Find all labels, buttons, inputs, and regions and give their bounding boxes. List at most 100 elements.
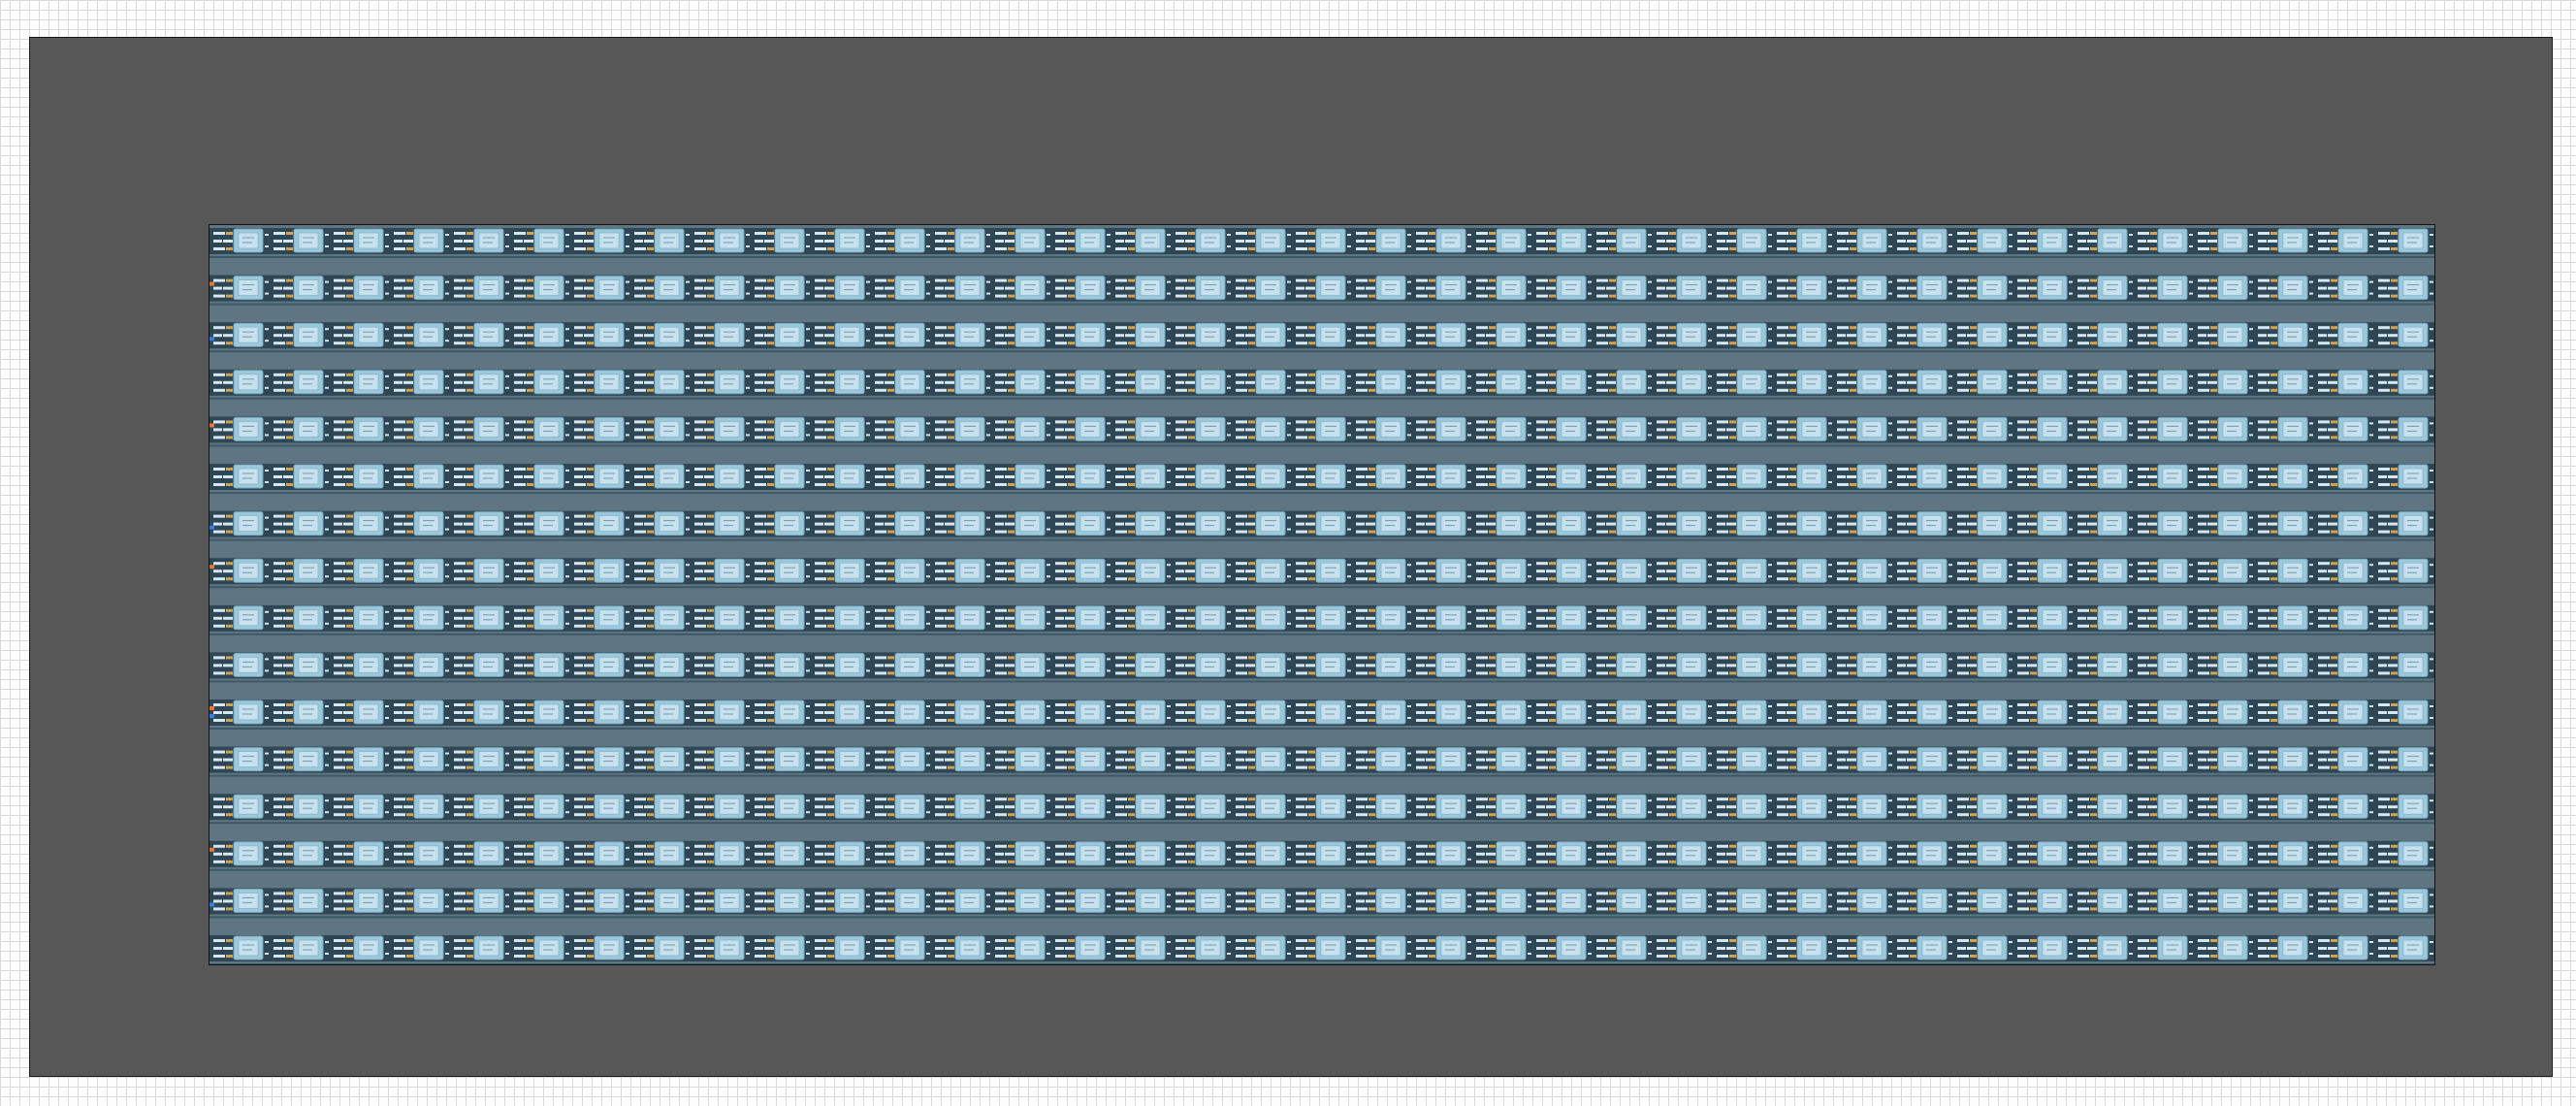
- chip-module-icon[interactable]: [2077, 558, 2133, 583]
- chip-module-icon[interactable]: [1055, 322, 1111, 347]
- chip-module-icon[interactable]: [2318, 605, 2373, 631]
- chip-module-icon[interactable]: [1717, 322, 1772, 347]
- chip-module-icon[interactable]: [213, 511, 269, 537]
- chip-module-icon[interactable]: [1175, 416, 1231, 441]
- chip-module-icon[interactable]: [755, 370, 810, 395]
- chip-module-icon[interactable]: [2198, 276, 2253, 301]
- chip-module-icon[interactable]: [514, 228, 569, 253]
- chip-module-icon[interactable]: [694, 322, 750, 347]
- chip-module-icon[interactable]: [574, 558, 629, 583]
- chip-module-icon[interactable]: [514, 511, 569, 537]
- chip-module-icon[interactable]: [755, 511, 810, 537]
- chip-module-icon[interactable]: [2077, 228, 2133, 253]
- chip-module-icon[interactable]: [2318, 228, 2373, 253]
- chip-module-icon[interactable]: [875, 370, 930, 395]
- chip-module-icon[interactable]: [1777, 416, 1832, 441]
- chip-module-icon[interactable]: [1296, 511, 1351, 537]
- chip-module-icon[interactable]: [755, 464, 810, 489]
- chip-module-icon[interactable]: [815, 699, 870, 725]
- chip-module-icon[interactable]: [1536, 511, 1592, 537]
- chip-module-icon[interactable]: [815, 416, 870, 441]
- chip-module-icon[interactable]: [634, 605, 690, 631]
- chip-module-icon[interactable]: [1657, 276, 1712, 301]
- chip-module-icon[interactable]: [274, 322, 329, 347]
- chip-module-icon[interactable]: [574, 652, 629, 677]
- chip-module-icon[interactable]: [1416, 652, 1471, 677]
- chip-module-icon[interactable]: [1055, 558, 1111, 583]
- chip-module-icon[interactable]: [1777, 605, 1832, 631]
- chip-module-icon[interactable]: [1957, 605, 2012, 631]
- chip-module-icon[interactable]: [1356, 558, 1411, 583]
- chip-module-icon[interactable]: [634, 699, 690, 725]
- chip-module-icon[interactable]: [815, 464, 870, 489]
- chip-module-icon[interactable]: [1717, 276, 1772, 301]
- chip-module-icon[interactable]: [875, 416, 930, 441]
- chip-module-icon[interactable]: [1236, 605, 1291, 631]
- chip-module-icon[interactable]: [394, 370, 449, 395]
- chip-module-icon[interactable]: [1596, 558, 1652, 583]
- chip-module-icon[interactable]: [815, 370, 870, 395]
- chip-module-icon[interactable]: [514, 322, 569, 347]
- chip-module-icon[interactable]: [1596, 416, 1652, 441]
- chip-module-icon[interactable]: [2198, 511, 2253, 537]
- chip-module-icon[interactable]: [2318, 416, 2373, 441]
- chip-module-icon[interactable]: [755, 605, 810, 631]
- chip-module-icon[interactable]: [213, 322, 269, 347]
- chip-module-icon[interactable]: [1175, 322, 1231, 347]
- chip-module-icon[interactable]: [935, 276, 990, 301]
- chip-module-icon[interactable]: [1175, 605, 1231, 631]
- chip-module-icon[interactable]: [995, 511, 1050, 537]
- chip-module-icon[interactable]: [935, 416, 990, 441]
- chip-module-icon[interactable]: [1115, 652, 1171, 677]
- chip-module-icon[interactable]: [1055, 652, 1111, 677]
- chip-module-icon[interactable]: [1777, 276, 1832, 301]
- chip-module-icon[interactable]: [2378, 228, 2433, 253]
- chip-module-icon[interactable]: [1296, 416, 1351, 441]
- chip-module-icon[interactable]: [1957, 416, 2012, 441]
- chip-module-icon[interactable]: [1236, 228, 1291, 253]
- chip-module-icon[interactable]: [2138, 322, 2193, 347]
- chip-module-icon[interactable]: [2198, 370, 2253, 395]
- chip-module-icon[interactable]: [755, 416, 810, 441]
- chip-module-icon[interactable]: [2318, 322, 2373, 347]
- chip-module-icon[interactable]: [875, 558, 930, 583]
- circuit-board[interactable]: [209, 224, 2435, 965]
- chip-module-icon[interactable]: [2378, 464, 2433, 489]
- chip-module-icon[interactable]: [2198, 605, 2253, 631]
- chip-module-icon[interactable]: [1115, 416, 1171, 441]
- chip-module-icon[interactable]: [2017, 370, 2073, 395]
- chip-module-icon[interactable]: [1476, 464, 1531, 489]
- chip-module-icon[interactable]: [995, 370, 1050, 395]
- chip-module-icon[interactable]: [1536, 558, 1592, 583]
- chip-module-icon[interactable]: [935, 464, 990, 489]
- chip-module-icon[interactable]: [394, 464, 449, 489]
- chip-module-icon[interactable]: [1055, 605, 1111, 631]
- chip-module-icon[interactable]: [574, 276, 629, 301]
- chip-module-icon[interactable]: [634, 228, 690, 253]
- chip-module-icon[interactable]: [1175, 652, 1231, 677]
- chip-module-icon[interactable]: [2258, 652, 2313, 677]
- chip-module-icon[interactable]: [1175, 511, 1231, 537]
- chip-module-icon[interactable]: [694, 370, 750, 395]
- chip-module-icon[interactable]: [875, 699, 930, 725]
- chip-module-icon[interactable]: [394, 511, 449, 537]
- chip-module-icon[interactable]: [334, 276, 389, 301]
- chip-module-icon[interactable]: [875, 464, 930, 489]
- chip-module-icon[interactable]: [454, 370, 509, 395]
- chip-module-icon[interactable]: [1897, 276, 1952, 301]
- chip-module-icon[interactable]: [1416, 511, 1471, 537]
- chip-module-icon[interactable]: [2077, 605, 2133, 631]
- chip-module-icon[interactable]: [694, 511, 750, 537]
- chip-module-icon[interactable]: [815, 276, 870, 301]
- chip-module-icon[interactable]: [1236, 652, 1291, 677]
- chip-module-icon[interactable]: [995, 464, 1050, 489]
- chip-module-icon[interactable]: [1837, 370, 1892, 395]
- chip-module-icon[interactable]: [1777, 558, 1832, 583]
- chip-module-icon[interactable]: [1717, 416, 1772, 441]
- chip-module-icon[interactable]: [1717, 558, 1772, 583]
- chip-module-icon[interactable]: [1837, 416, 1892, 441]
- chip-module-icon[interactable]: [1536, 370, 1592, 395]
- chip-module-icon[interactable]: [1657, 322, 1712, 347]
- chip-module-icon[interactable]: [1536, 416, 1592, 441]
- chip-module-icon[interactable]: [1777, 370, 1832, 395]
